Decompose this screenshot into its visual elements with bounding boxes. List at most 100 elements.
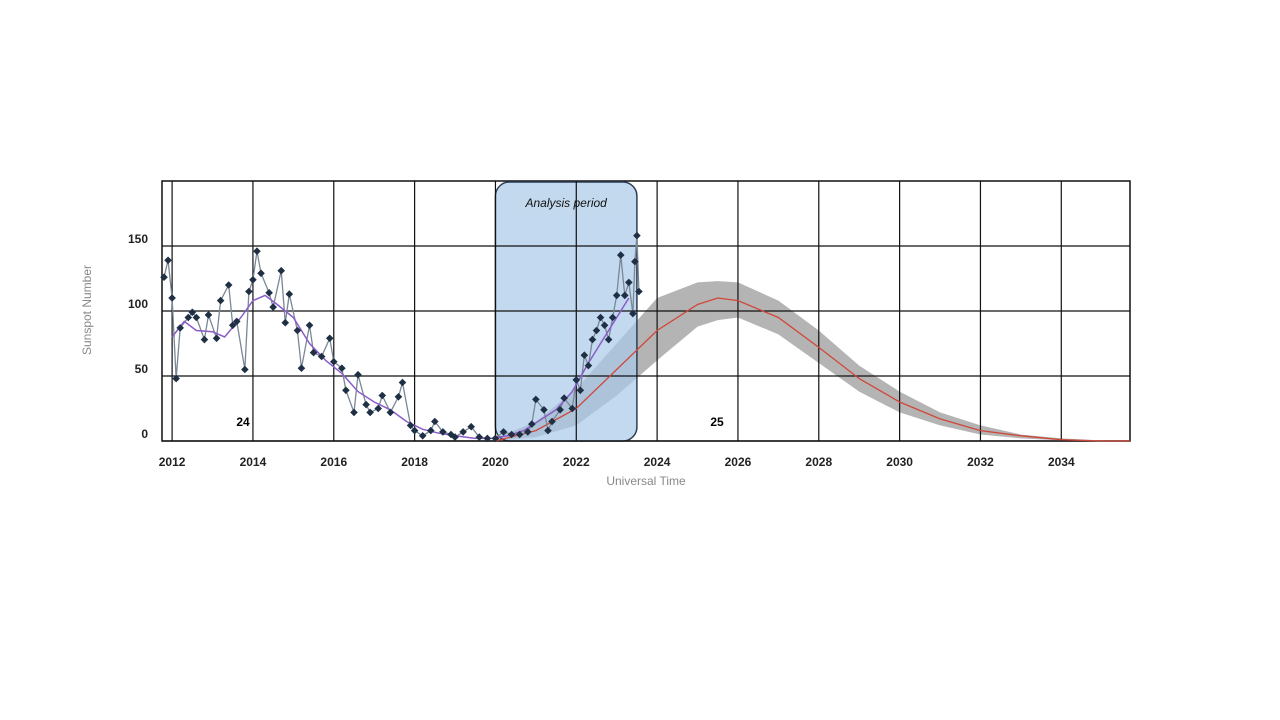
monthly-point [253,247,261,255]
monthly-point [612,291,621,300]
monthly-point [325,334,334,343]
monthly-point [309,348,318,357]
monthly-point [293,326,302,335]
x-tick-label: 2020 [482,455,509,469]
y-axis-label: Sunspot Number [80,265,94,355]
monthly-point [576,386,585,395]
monthly-point [168,294,176,302]
monthly-point [592,326,601,335]
monthly-point [616,251,625,259]
monthly-point [394,393,403,401]
monthly-point [620,291,629,300]
x-tick-label: 2032 [967,455,994,469]
analysis-label: Analysis period [524,196,607,210]
monthly-point [249,276,257,284]
monthly-point [431,417,439,426]
x-tick-label: 2024 [644,455,671,469]
monthly-point [232,317,241,326]
monthly-point [544,426,552,435]
monthly-point [224,281,233,289]
x-tick-label: 2028 [805,455,832,469]
monthly-point [556,406,564,414]
monthly-point [342,386,350,395]
monthly-point [378,391,387,400]
monthly-point [305,321,314,330]
monthly-point [475,433,484,441]
monthly-point [491,434,500,443]
monthly-point [540,406,548,414]
monthly-point [439,428,447,436]
x-tick-label: 2030 [886,455,913,469]
monthly-point [188,308,197,317]
monthly-point [459,428,467,436]
monthly-point [426,426,435,435]
analysis-label-box [507,191,625,217]
monthly-point [386,408,395,417]
prediction-band [495,281,1130,441]
monthly-point [528,420,536,428]
monthly-point [354,370,362,379]
cycle-label: 24 [236,415,250,429]
monthly-point [515,430,524,439]
monthly-point [588,335,597,344]
monthly-point [604,335,613,344]
monthly-point [418,432,427,440]
monthly-point [277,266,286,275]
monthly-point [398,378,407,387]
x-tick-label: 2026 [725,455,752,469]
monthly-point [568,404,577,413]
x-tick-label: 2014 [240,455,267,469]
monthly-point [572,376,581,384]
monthly-point [467,422,475,431]
monthly-point [633,231,641,240]
prediction-line [495,297,1130,442]
monthly-point [596,313,605,322]
monthly-point [625,278,633,287]
monthly-point [329,357,338,366]
monthly-point [160,273,168,281]
y-tick-label: 50 [135,362,149,376]
x-tick-label: 2018 [401,455,428,469]
monthly-point [406,421,415,430]
monthly-point [176,324,184,332]
monthly-point [192,313,201,322]
monthly-point [374,404,383,413]
monthly-point [212,334,221,343]
monthly-point [608,313,617,322]
monthly-point [532,395,540,404]
x-axis-label: Universal Time [606,474,686,488]
monthly-point [410,426,419,435]
monthly-point [629,309,637,318]
monthly-point [241,365,249,374]
monthly-point [499,428,508,436]
monthly-point [560,394,568,402]
y-tick-label: 100 [128,297,148,311]
monthly-point [584,361,593,370]
monthly-point [600,321,609,330]
x-tick-label: 2034 [1048,455,1075,469]
x-tick-label: 2022 [563,455,590,469]
monthly-point [507,430,516,439]
monthly-point [580,351,589,359]
monthly-point [297,364,306,372]
monthly-point [245,287,253,296]
monthly-point [523,428,532,436]
y-tick-label: 150 [128,232,148,246]
monthly-point [257,269,265,278]
monthly-point [350,408,358,417]
monthly-point [447,430,455,439]
monthly-point [362,400,370,409]
monthly-point [204,311,213,319]
monthly-point [631,257,639,266]
monthly-point [548,417,556,426]
monthly-point [184,313,193,322]
monthly-point [338,364,346,372]
cycle-label: 25 [710,415,724,429]
monthly-point [281,318,290,327]
monthly-point [172,374,180,383]
monthly-point [228,321,237,330]
monthly-point [269,303,277,311]
monthly-point [200,335,209,344]
y-tick-label: 0 [141,427,148,441]
